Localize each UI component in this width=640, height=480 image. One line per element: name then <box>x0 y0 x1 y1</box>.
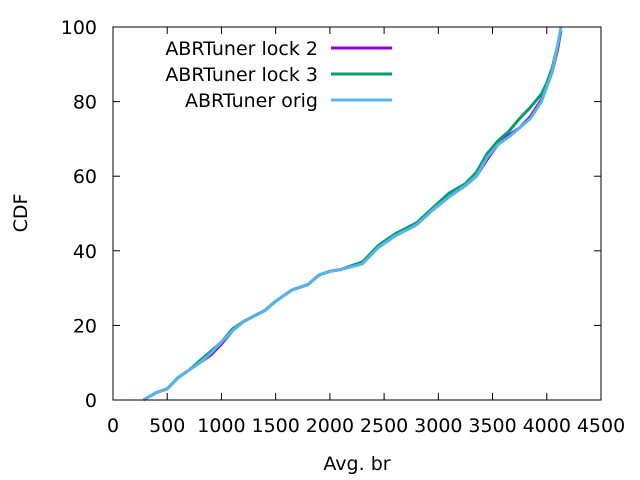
x-tick-label: 3000 <box>414 415 462 437</box>
legend-label-3: ABRTuner orig <box>185 90 318 112</box>
y-tick-label: 40 <box>73 241 97 263</box>
y-tick-label: 60 <box>73 166 97 188</box>
x-tick-label: 2500 <box>360 415 408 437</box>
y-tick-label: 100 <box>61 17 97 39</box>
x-tick-label: 2000 <box>306 415 354 437</box>
x-tick-label: 4000 <box>523 415 571 437</box>
x-tick-label: 500 <box>149 415 185 437</box>
legend-label-1: ABRTuner lock 2 <box>165 38 318 60</box>
legend-label-2: ABRTuner lock 3 <box>165 64 318 86</box>
y-tick-label: 20 <box>73 315 97 337</box>
y-tick-label: 80 <box>73 92 97 114</box>
plot-frame <box>112 26 602 401</box>
x-tick-label: 3500 <box>468 415 516 437</box>
legend: ABRTuner lock 2 ABRTuner lock 3 ABRTuner o… <box>165 38 392 112</box>
ticks-layer: 0 500 1000 1500 2000 2500 3000 3500 4000 4500 0 20 4… <box>61 17 625 437</box>
x-tick-label: 0 <box>107 415 119 437</box>
x-axis-label: Avg. br <box>323 453 390 475</box>
x-tick-label: 4500 <box>577 415 625 437</box>
y-axis-label: CDF <box>10 194 32 233</box>
y-tick-label: 0 <box>85 390 97 412</box>
x-tick-label: 1000 <box>197 415 245 437</box>
series-line-3 <box>142 26 563 402</box>
series-layer <box>142 26 563 402</box>
x-tick-label: 1500 <box>251 415 299 437</box>
